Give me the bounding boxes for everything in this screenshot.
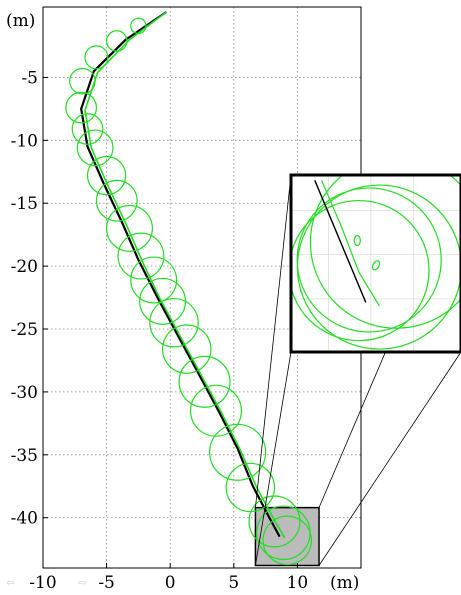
- inset-content: [291, 175, 461, 352]
- uncertainty-circle: [189, 384, 243, 437]
- uncertainty-circle: [209, 423, 267, 481]
- y-tick-label: -5: [21, 68, 38, 88]
- zoom-highlight: [254, 506, 320, 567]
- x-tick-label: 5: [228, 573, 239, 593]
- uncertainty-circle: [71, 113, 104, 145]
- uncertainty-circle: [130, 256, 178, 304]
- connector-line: [255, 174, 292, 508]
- uncertainty-circle: [84, 45, 109, 70]
- uncertainty-circle: [86, 155, 127, 196]
- inset-circle: [296, 184, 461, 350]
- y-tick-label: -35: [11, 446, 38, 466]
- uncertainty-circle: [225, 462, 276, 513]
- tick-layer: -10 -5 0 5 10 -5 -10 -15 -20 -25 -30 -35 -40: [11, 68, 309, 593]
- x-tick-label: -10: [29, 573, 56, 593]
- back-arrow-icon: ⇦: [6, 578, 15, 589]
- x-tick-label: 0: [165, 573, 176, 593]
- estimated-trajectory-line: [84, 11, 286, 539]
- y-tick-label: -15: [11, 194, 38, 214]
- y-tick-label: -20: [11, 257, 38, 277]
- connector-line: [318, 351, 461, 566]
- uncertainty-circle: [95, 179, 138, 222]
- zoom-region-box: [254, 506, 320, 567]
- y-axis-unit-label: (m): [6, 11, 35, 31]
- y-tick-label: -25: [11, 320, 38, 340]
- y-tick-label: -30: [11, 383, 38, 403]
- uncertainty-circle: [65, 91, 98, 124]
- inset-reference-line: [314, 180, 367, 303]
- x-axis-unit-label: (m): [330, 573, 359, 593]
- connector-line: [255, 351, 292, 566]
- forward-arrow-icon: ⇨: [78, 578, 87, 589]
- uncertainty-circle: [105, 30, 128, 52]
- inset-circle: [291, 200, 430, 342]
- uncertainty-circle: [178, 355, 231, 408]
- zoom-inset: [289, 173, 461, 354]
- uncertainty-circle: [149, 297, 199, 348]
- inset-circle: [309, 175, 461, 329]
- reference-trajectory-line: [80, 11, 281, 538]
- uncertainty-circle: [76, 129, 114, 167]
- inset-estimated-line: [321, 180, 380, 307]
- uncertainty-circle: [262, 515, 312, 566]
- y-tick-label: -40: [11, 509, 38, 529]
- series-layer: [65, 11, 312, 566]
- inset-ellipse: [371, 260, 381, 271]
- uncertainty-circle: [130, 17, 147, 35]
- x-tick-label: -5: [98, 573, 115, 593]
- uncertainty-circle: [161, 324, 212, 374]
- uncertainty-circle: [248, 495, 301, 548]
- inset-ellipse: [353, 234, 361, 247]
- x-tick-label: 10: [287, 573, 309, 593]
- uncertainty-circle: [106, 204, 153, 252]
- uncertainty-circle: [117, 232, 165, 280]
- uncertainty-circle: [69, 67, 96, 95]
- y-tick-label: -10: [11, 131, 38, 151]
- inset-frame: [289, 173, 461, 354]
